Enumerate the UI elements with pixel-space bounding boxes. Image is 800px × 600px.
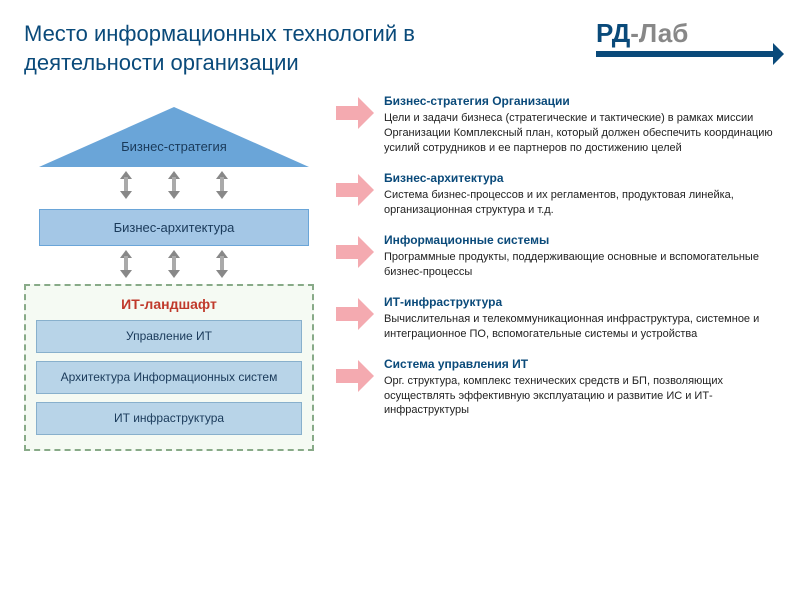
bidir-arrow-icon [165, 250, 183, 278]
logo-text: РД-Лаб [596, 18, 688, 48]
description-row: Бизнес-архитектура Система бизнес-процес… [336, 170, 776, 218]
right-arrow-icon [336, 360, 374, 392]
arrow-row-lower [24, 250, 324, 278]
right-arrow-icon [336, 298, 374, 330]
description-text: Информационные системы Программные проду… [384, 232, 776, 280]
bidir-arrow-icon [213, 250, 231, 278]
desc-body: Система бизнес-процессов и их регламенто… [384, 188, 776, 218]
desc-heading: Система управления ИТ [384, 356, 776, 372]
descriptions-column: Бизнес-стратегия Организации Цели и зада… [336, 93, 776, 451]
logo: РД-Лаб [596, 18, 776, 57]
strategy-label: Бизнес-стратегия [114, 139, 234, 155]
it-management-block: Управление ИТ [36, 320, 302, 353]
desc-heading: ИТ-инфраструктура [384, 294, 776, 310]
desc-body: Орг. структура, комплекс технических сре… [384, 374, 776, 419]
bidir-arrow-icon [117, 171, 135, 199]
logo-part1: РД [596, 18, 630, 48]
desc-heading: Бизнес-архитектура [384, 170, 776, 186]
bidir-arrow-icon [165, 171, 183, 199]
content-area: Бизнес-стратегия Бизнес-архитектура ИТ-л… [24, 93, 776, 451]
it-landscape-container: ИТ-ландшафт Управление ИТ Архитектура Ин… [24, 284, 314, 451]
description-row: Информационные системы Программные проду… [336, 232, 776, 280]
desc-heading: Информационные системы [384, 232, 776, 248]
logo-part2: -Лаб [630, 18, 688, 48]
logo-bar [596, 51, 776, 57]
description-text: Бизнес-архитектура Система бизнес-процес… [384, 170, 776, 218]
desc-body: Вычислительная и телекоммуникационная ин… [384, 312, 776, 342]
description-row: Бизнес-стратегия Организации Цели и зада… [336, 93, 776, 156]
page-title: Место информационных технологий в деятел… [24, 20, 444, 77]
description-row: Система управления ИТ Орг. структура, ко… [336, 356, 776, 419]
bidir-arrow-icon [117, 250, 135, 278]
right-arrow-icon [336, 97, 374, 129]
slide-container: РД-Лаб Место информационных технологий в… [0, 0, 800, 600]
description-text: Бизнес-стратегия Организации Цели и зада… [384, 93, 776, 156]
right-arrow-icon [336, 236, 374, 268]
bidir-arrow-icon [213, 171, 231, 199]
description-text: Система управления ИТ Орг. структура, ко… [384, 356, 776, 419]
arrow-row-upper [24, 171, 324, 199]
diagram-column: Бизнес-стратегия Бизнес-архитектура ИТ-л… [24, 93, 324, 451]
desc-heading: Бизнес-стратегия Организации [384, 93, 776, 109]
right-arrow-icon [336, 174, 374, 206]
description-row: ИТ-инфраструктура Вычислительная и телек… [336, 294, 776, 342]
it-infrastructure-block: ИТ инфраструктура [36, 402, 302, 435]
it-landscape-title: ИТ-ландшафт [36, 296, 302, 312]
desc-body: Программные продукты, поддерживающие осн… [384, 250, 776, 280]
is-architecture-block: Архитектура Информационных систем [36, 361, 302, 394]
business-architecture-block: Бизнес-архитектура [39, 209, 309, 246]
description-text: ИТ-инфраструктура Вычислительная и телек… [384, 294, 776, 342]
desc-body: Цели и задачи бизнеса (стратегические и … [384, 111, 776, 156]
strategy-triangle [39, 107, 309, 167]
